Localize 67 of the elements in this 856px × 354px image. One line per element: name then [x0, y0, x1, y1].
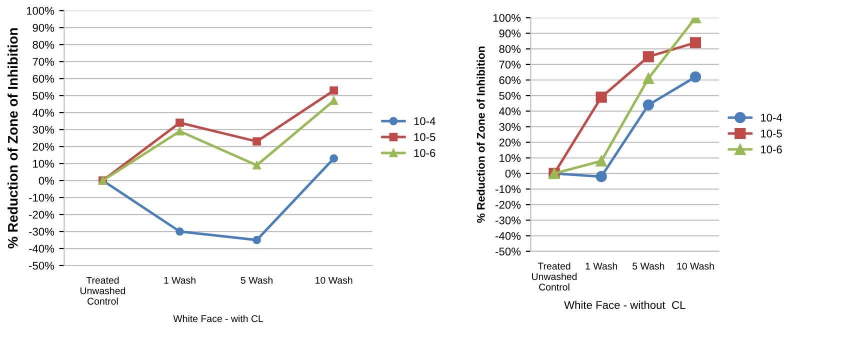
x-tick-label: 1 Wash [586, 262, 618, 270]
x-tick-label: Treated Unwashed Control [80, 276, 126, 305]
y-axis-title: % Reduction of Zone of Inhibition [8, 28, 18, 248]
x-tick-label: 1 Wash [164, 276, 196, 284]
point [596, 92, 607, 103]
point [252, 236, 261, 244]
y-tick-label: 40% [499, 107, 521, 116]
legend-label: 10-4 [414, 117, 436, 126]
point [252, 137, 261, 146]
x-axis-title: White Face - without CL [564, 300, 686, 309]
point [252, 161, 261, 170]
y-tick-label: 10% [500, 154, 521, 162]
legend-label: 10-4 [761, 114, 782, 122]
x-tick-label: 10 Wash [316, 276, 352, 284]
point [330, 86, 338, 95]
point [596, 171, 607, 182]
y-tick-label: -20% [496, 200, 521, 209]
y-tick-label: -40% [496, 232, 521, 240]
point [690, 37, 702, 48]
y-tick-label: -40% [29, 244, 54, 253]
y-tick-label: 100% [493, 14, 521, 22]
y-tick-label: 80% [32, 40, 54, 49]
y-tick-label: 30% [499, 123, 521, 131]
x-tick-label: Treated Unwashed Control [532, 262, 577, 291]
y-tick-label: 90% [32, 24, 54, 32]
x-axis-title: White Face - with CL [173, 314, 264, 322]
y-tick-label: 60% [499, 76, 521, 84]
legend-label: 10-6 [761, 146, 782, 154]
y-tick-label: 50% [32, 92, 54, 100]
point [330, 96, 338, 105]
point [176, 227, 184, 236]
y-tick-label: 50% [499, 92, 521, 100]
y-tick-label: -30% [496, 216, 521, 224]
y-tick-label: -20% [29, 210, 54, 219]
y-tick-label: 0% [38, 176, 54, 185]
y-tick-label: -50% [496, 248, 521, 256]
y-tick-label: 40% [32, 108, 54, 117]
legend-label: 10-6 [414, 149, 436, 157]
point [176, 118, 184, 127]
y-tick-label: -30% [29, 228, 54, 236]
point [690, 71, 702, 82]
y-tick-label: -10% [29, 194, 54, 202]
x-tick-label: 10 Wash [677, 262, 714, 270]
y-tick-label: 70% [499, 60, 521, 69]
y-tick-label: -10% [496, 185, 521, 194]
y-axis-title: % Reduction of Zone of Inhibition [476, 46, 485, 223]
point [642, 51, 654, 62]
point [642, 99, 654, 110]
point [176, 127, 184, 136]
y-tick-label: 10% [33, 160, 54, 168]
legend-label: 10-5 [414, 133, 436, 142]
y-tick-label: 30% [32, 126, 54, 134]
y-tick-label: 60% [32, 74, 54, 83]
y-tick-label: 20% [499, 138, 521, 146]
y-tick-label: 70% [32, 58, 54, 66]
point [642, 72, 654, 84]
x-tick-label: 5 Wash [632, 262, 664, 270]
y-tick-label: 20% [32, 142, 54, 151]
legend-label: 10-5 [761, 130, 782, 138]
y-tick-label: 90% [499, 30, 521, 38]
y-tick-label: -50% [29, 262, 54, 270]
point [596, 155, 607, 167]
x-tick-label: 5 Wash [240, 276, 272, 284]
y-tick-label: 100% [26, 6, 54, 15]
y-tick-label: 80% [499, 45, 521, 53]
y-tick-label: 0% [505, 170, 521, 178]
point [330, 154, 338, 163]
